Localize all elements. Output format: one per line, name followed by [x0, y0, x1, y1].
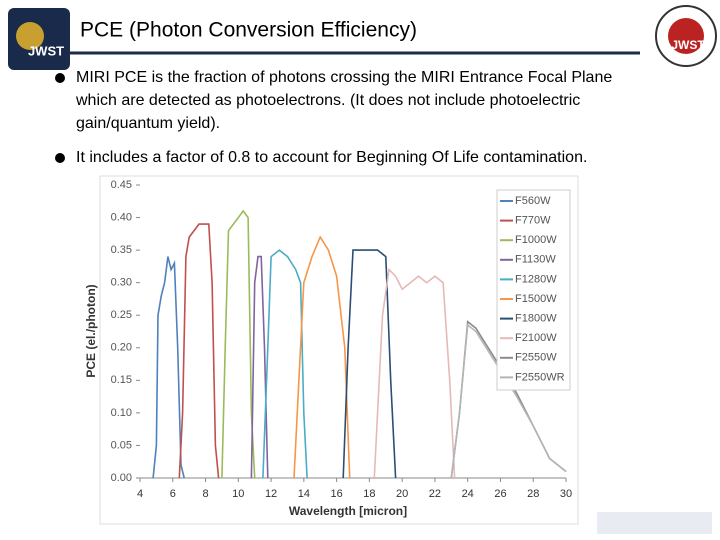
x-tick-label: 22 — [429, 488, 441, 500]
legend-label: F560W — [515, 195, 551, 207]
bullet-text: which are detected as photoelectrons. (I… — [75, 92, 580, 109]
x-tick-label: 18 — [363, 488, 375, 500]
series-line — [178, 223, 220, 479]
x-tick-label: 8 — [202, 488, 208, 500]
slide-title: PCE (Photon Conversion Efficiency) — [80, 19, 417, 42]
logo-text: JWST — [28, 43, 64, 58]
series-line — [221, 209, 256, 479]
legend-label: F1000W — [515, 234, 557, 246]
y-tick-label: 0.35 — [111, 244, 132, 256]
bullet-text: It includes a factor of 0.8 to account f… — [76, 149, 587, 166]
series-line — [373, 267, 456, 479]
series-line — [152, 256, 185, 479]
series-line — [342, 249, 397, 479]
x-tick-label: 26 — [494, 488, 506, 500]
y-axis-title: PCE (el./photon) — [84, 284, 98, 377]
y-tick-label: 0.20 — [111, 342, 132, 354]
legend-label: F770W — [515, 215, 551, 227]
series-line — [293, 235, 351, 479]
legend-label: F1800W — [515, 313, 557, 325]
y-tick-label: 0.05 — [111, 439, 132, 451]
bullet — [55, 73, 65, 83]
x-tick-label: 20 — [396, 488, 408, 500]
x-tick-label: 30 — [560, 488, 572, 500]
logo-text: JWST — [671, 38, 705, 52]
x-axis-title: Wavelength [micron] — [289, 504, 407, 518]
y-tick-label: 0.10 — [111, 407, 132, 419]
legend-label: F2550W — [515, 352, 557, 364]
bullet-text: gain/quantum yield). — [76, 115, 220, 132]
x-tick-label: 24 — [462, 488, 474, 500]
logo-mirror — [16, 22, 44, 50]
x-tick-label: 16 — [330, 488, 342, 500]
logo-right-inner — [668, 18, 704, 54]
y-tick-label: 0.40 — [111, 211, 132, 223]
x-tick-label: 12 — [265, 488, 277, 500]
x-tick-label: 4 — [137, 488, 143, 500]
legend-label: F1130W — [515, 254, 556, 266]
x-tick-label: 6 — [170, 488, 176, 500]
y-tick-label: 0.15 — [111, 374, 132, 386]
y-tick-label: 0.30 — [111, 277, 132, 289]
x-tick-label: 14 — [298, 488, 310, 500]
legend-box — [496, 189, 571, 391]
legend-label: F1280W — [515, 273, 557, 285]
legend-label: F2550WR — [515, 371, 565, 383]
x-tick-label: 10 — [232, 488, 244, 500]
y-tick-label: 0.25 — [111, 309, 132, 321]
bullet — [55, 153, 65, 163]
series-line — [262, 249, 308, 479]
x-tick-label: 28 — [527, 488, 539, 500]
legend-label: F2100W — [515, 332, 557, 344]
series-line — [250, 255, 269, 479]
y-tick-label: 0.45 — [111, 179, 132, 191]
legend-label: F1500W — [515, 293, 557, 305]
footer-logo — [597, 512, 712, 534]
bullet-text: MIRI PCE is the fraction of photons cros… — [76, 69, 612, 86]
series-line — [450, 323, 567, 479]
y-tick-label: 0.00 — [111, 472, 132, 484]
